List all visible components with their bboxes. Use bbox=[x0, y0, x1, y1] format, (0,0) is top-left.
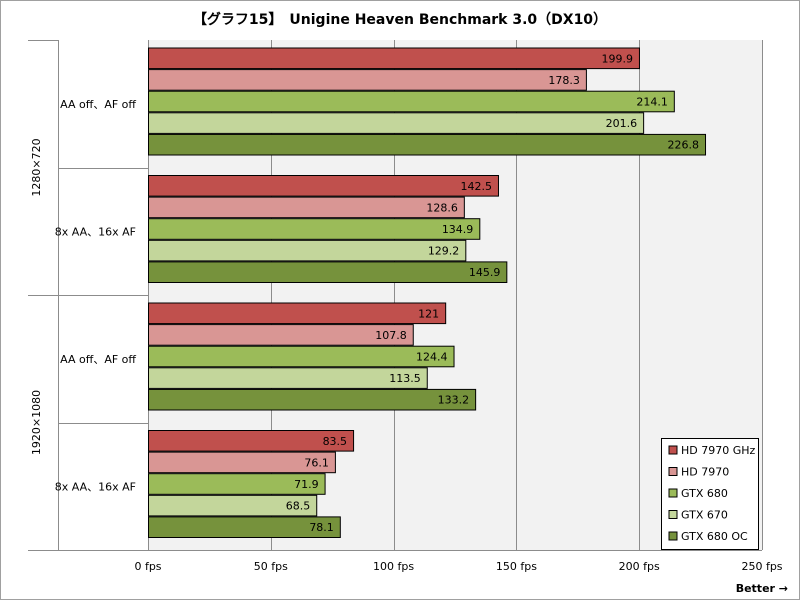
data-label: 178.3 bbox=[548, 74, 580, 87]
data-label: 145.9 bbox=[469, 266, 501, 279]
category-label: 8x AA、16x AF bbox=[55, 225, 136, 238]
data-label: 142.5 bbox=[460, 180, 492, 193]
data-label: 214.1 bbox=[636, 96, 668, 109]
group-label: 1280×720 bbox=[30, 138, 43, 196]
bar bbox=[148, 218, 481, 240]
legend-swatch bbox=[668, 488, 678, 498]
data-label: 199.9 bbox=[601, 52, 633, 65]
data-label: 68.5 bbox=[286, 500, 311, 513]
data-label: 128.6 bbox=[426, 201, 458, 214]
data-label: 133.2 bbox=[438, 394, 470, 407]
better-annotation: Better → bbox=[736, 582, 788, 595]
bar bbox=[148, 516, 341, 539]
bar bbox=[148, 196, 465, 219]
bar bbox=[148, 473, 326, 495]
legend-swatch bbox=[668, 531, 678, 541]
legend-swatch bbox=[668, 445, 678, 455]
bar bbox=[148, 494, 318, 517]
data-label: 201.6 bbox=[606, 117, 638, 130]
x-tick-label: 0 fps bbox=[134, 560, 161, 573]
bar bbox=[148, 367, 428, 389]
category-label: 8x AA、16x AF bbox=[55, 480, 136, 493]
data-label: 107.8 bbox=[375, 329, 407, 342]
data-label: 83.5 bbox=[323, 435, 348, 448]
bar bbox=[148, 302, 447, 325]
bar bbox=[148, 345, 455, 368]
x-tick-label: 200 fps bbox=[619, 560, 660, 573]
bar bbox=[148, 175, 499, 197]
data-label: 71.9 bbox=[294, 478, 319, 491]
data-label: 226.8 bbox=[668, 139, 700, 152]
category-label: AA off、AF off bbox=[60, 98, 136, 111]
bar bbox=[148, 388, 477, 411]
data-label: 134.9 bbox=[442, 223, 474, 236]
legend-swatch bbox=[668, 510, 678, 519]
chart-title: 【グラフ15】 Unigine Heaven Benchmark 3.0（DX1… bbox=[192, 12, 608, 28]
x-tick-label: 100 fps bbox=[373, 560, 414, 573]
bar bbox=[148, 47, 640, 70]
bar bbox=[148, 112, 645, 134]
legend-label: GTX 680 bbox=[681, 487, 728, 500]
bar bbox=[148, 324, 414, 346]
category-label: AA off、AF off bbox=[60, 353, 136, 366]
x-tick-label: 50 fps bbox=[254, 560, 288, 573]
bar bbox=[148, 261, 508, 283]
data-label: 124.4 bbox=[416, 351, 448, 364]
legend-label: GTX 680 OC bbox=[681, 530, 748, 543]
data-label: 113.5 bbox=[389, 372, 421, 385]
data-label: 76.1 bbox=[304, 456, 329, 469]
bar bbox=[148, 239, 467, 262]
x-tick-label: 250 fps bbox=[741, 560, 782, 573]
bar bbox=[148, 90, 675, 113]
group-label: 1920×1080 bbox=[30, 390, 43, 455]
data-label: 78.1 bbox=[309, 521, 334, 534]
legend-label: GTX 670 bbox=[681, 509, 728, 522]
legend-box bbox=[661, 438, 759, 550]
data-label: 121 bbox=[418, 307, 439, 320]
legend-swatch bbox=[668, 467, 678, 476]
data-label: 129.2 bbox=[428, 245, 460, 258]
x-tick-label: 150 fps bbox=[496, 560, 537, 573]
legend-label: HD 7970 GHz bbox=[681, 444, 756, 457]
bar bbox=[148, 430, 355, 452]
bar bbox=[148, 133, 707, 156]
bar bbox=[148, 451, 336, 474]
bar bbox=[148, 69, 587, 91]
legend-label: HD 7970 bbox=[681, 466, 729, 479]
